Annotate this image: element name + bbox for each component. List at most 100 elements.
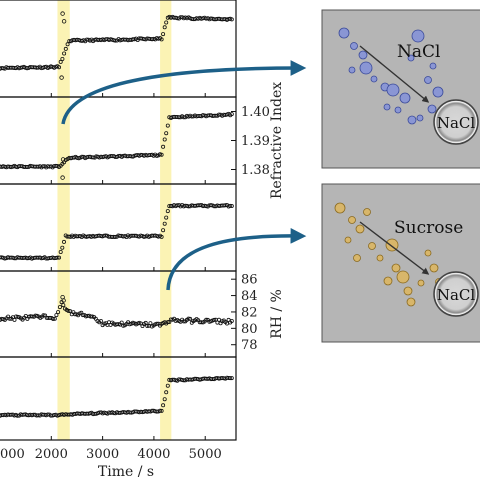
data-point xyxy=(2,256,7,261)
data-point xyxy=(102,321,107,326)
data-point xyxy=(54,313,59,318)
particle xyxy=(344,236,352,244)
panel-4 xyxy=(0,356,237,441)
panel-frame xyxy=(0,356,237,441)
data-point xyxy=(161,32,166,37)
particle xyxy=(411,29,425,43)
data-point xyxy=(12,317,17,322)
data-point xyxy=(162,397,167,402)
particle xyxy=(396,270,410,284)
particle xyxy=(348,66,356,74)
droplet-label: NaCl xyxy=(437,286,476,304)
particle xyxy=(348,216,356,224)
data-point xyxy=(113,38,118,43)
data-point xyxy=(56,310,61,315)
data-point xyxy=(188,316,193,321)
data-point xyxy=(229,112,234,117)
y-tick-label: 86 xyxy=(241,273,258,288)
y-axis-panel-1: 1.38 1.39 1.40 Refractive Index xyxy=(231,82,285,199)
data-point xyxy=(164,20,169,25)
data-point xyxy=(212,317,217,322)
data-point xyxy=(148,321,153,326)
x-tick-label: 4000 xyxy=(137,447,170,462)
data-point xyxy=(162,221,167,226)
highlight-bands xyxy=(57,0,172,440)
particle xyxy=(358,50,368,60)
data-point xyxy=(59,75,64,80)
data-point xyxy=(66,308,71,313)
particle xyxy=(424,249,432,257)
highlight-band-0 xyxy=(57,0,70,440)
particle xyxy=(353,254,361,262)
data-point xyxy=(229,203,234,208)
arrow-to-nacl-inset xyxy=(61,60,307,125)
data-point xyxy=(159,37,164,42)
inset-sucrose: NaCl Sucrose xyxy=(321,183,480,343)
particle xyxy=(429,62,437,70)
data-point xyxy=(165,383,170,388)
particle xyxy=(355,224,365,234)
y-tick-label: 82 xyxy=(241,305,258,320)
droplet xyxy=(433,99,479,145)
x-tick-label: 000 xyxy=(0,447,25,462)
data-point xyxy=(55,255,60,260)
particle xyxy=(432,86,444,98)
y-tick-label: 1.39 xyxy=(241,134,270,149)
particle xyxy=(424,76,432,84)
data-point xyxy=(60,157,66,162)
inset-label: Sucrose xyxy=(394,218,463,238)
y-tick-label: 1.40 xyxy=(241,105,270,120)
data-point xyxy=(181,319,186,324)
data-point xyxy=(159,152,164,157)
y-axis-title: Refractive Index xyxy=(269,82,285,199)
data-point xyxy=(80,154,85,159)
particle xyxy=(416,114,424,122)
data-point xyxy=(57,305,62,310)
particle xyxy=(350,42,358,50)
data-point xyxy=(63,46,68,51)
particle xyxy=(368,242,376,250)
particle xyxy=(406,297,416,307)
droplet-label: NaCl xyxy=(437,114,476,132)
data-point xyxy=(58,249,63,254)
inset-label: NaCl xyxy=(397,42,440,62)
data-point xyxy=(57,413,62,418)
data-point xyxy=(165,209,170,214)
data-point xyxy=(98,318,103,323)
data-point xyxy=(216,317,221,322)
data-point xyxy=(204,317,209,322)
connector-arrows xyxy=(61,60,307,291)
panel-2-series xyxy=(0,202,234,261)
particle xyxy=(376,254,384,262)
arrow-to-sucrose-inset xyxy=(166,227,307,291)
data-point xyxy=(68,309,73,314)
data-point xyxy=(90,314,95,319)
panel-1 xyxy=(0,96,237,185)
data-point xyxy=(164,390,169,395)
data-point xyxy=(113,234,118,239)
panel-frame xyxy=(0,96,237,185)
inset-nacl: NaCl NaCl xyxy=(321,9,480,169)
inset-background xyxy=(321,183,480,343)
panel-4-series xyxy=(0,375,234,418)
particle xyxy=(370,75,378,83)
panel-frame xyxy=(0,0,237,98)
data-point xyxy=(186,316,191,321)
data-point xyxy=(164,131,169,136)
x-tick-label: 2000 xyxy=(35,447,68,462)
y-tick-label: 1.38 xyxy=(241,163,270,178)
diffusion-arrow xyxy=(359,221,430,275)
data-point xyxy=(229,318,234,323)
data-point xyxy=(145,323,150,328)
panel-2 xyxy=(0,183,237,272)
particle xyxy=(429,263,439,273)
data-point xyxy=(208,203,213,208)
data-point xyxy=(229,17,234,22)
data-point xyxy=(60,57,65,62)
data-point xyxy=(60,11,65,16)
particle xyxy=(386,83,400,97)
panel-0 xyxy=(0,0,237,98)
data-point xyxy=(61,298,66,303)
particle xyxy=(359,61,373,75)
